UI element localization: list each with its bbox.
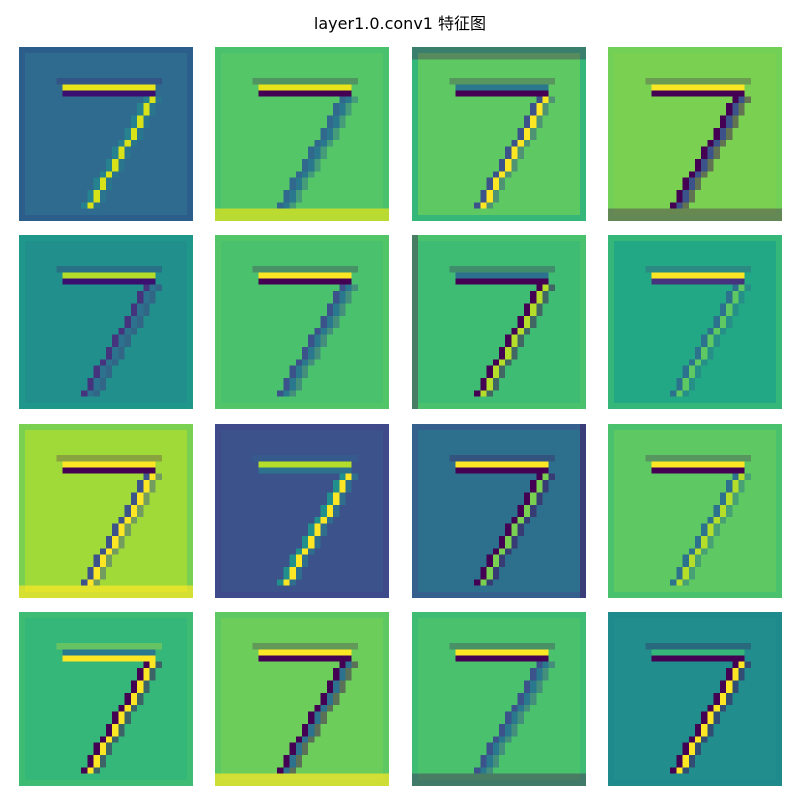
feature-map-image [608, 47, 782, 221]
feature-map-9 [215, 424, 389, 598]
feature-map-4 [19, 235, 193, 409]
digit-activation [645, 643, 751, 774]
feature-map-image [19, 612, 193, 786]
digit-activation [449, 78, 555, 209]
feature-map-1 [215, 47, 389, 221]
feature-map-8 [19, 424, 193, 598]
feature-map-10 [412, 424, 586, 598]
feature-map-6 [412, 235, 586, 409]
feature-map-11 [608, 424, 782, 598]
feature-map-14 [412, 612, 586, 786]
feature-map-2 [412, 47, 586, 221]
feature-map-image [412, 612, 586, 786]
digit-activation [56, 643, 162, 774]
feature-map-image [412, 47, 586, 221]
digit-activation [645, 455, 751, 586]
digit-activation [645, 266, 751, 397]
digit-activation [56, 266, 162, 397]
feature-map-12 [19, 612, 193, 786]
digit-activation [449, 643, 555, 774]
digit-activation [252, 455, 358, 586]
feature-map-image [412, 235, 586, 409]
figure-title: layer1.0.conv1 特征图 [313, 14, 487, 33]
digit-activation [56, 78, 162, 209]
feature-map-image [608, 235, 782, 409]
digit-activation [449, 266, 555, 397]
feature-map-image [19, 47, 193, 221]
feature-map-image [215, 612, 389, 786]
feature-map-5 [215, 235, 389, 409]
feature-map-7 [608, 235, 782, 409]
feature-map-image [19, 424, 193, 598]
digit-activation [252, 78, 358, 209]
feature-map-image [608, 612, 782, 786]
feature-map-image [608, 424, 782, 598]
feature-map-image [215, 235, 389, 409]
feature-map-image [412, 424, 586, 598]
feature-map-image [215, 424, 389, 598]
digit-activation [252, 266, 358, 397]
feature-map-3 [608, 47, 782, 221]
feature-map-0 [19, 47, 193, 221]
digit-activation [56, 455, 162, 586]
feature-map-15 [608, 612, 782, 786]
feature-map-13 [215, 612, 389, 786]
feature-map-image [215, 47, 389, 221]
digit-activation [645, 78, 751, 209]
digit-activation [449, 455, 555, 586]
digit-activation [252, 643, 358, 774]
feature-map-image [19, 235, 193, 409]
